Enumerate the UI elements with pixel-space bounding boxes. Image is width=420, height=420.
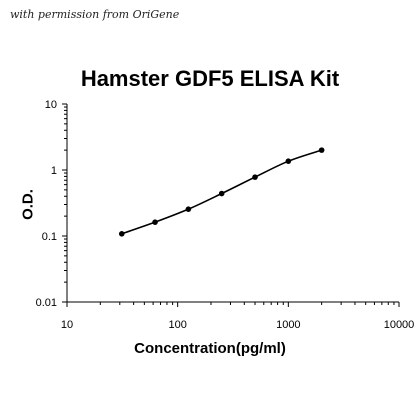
x-tick-label: 100 (168, 319, 186, 331)
data-point (218, 190, 225, 197)
x-tick-label: 10000 (384, 319, 415, 331)
data-point (118, 230, 125, 237)
chart-title: Hamster GDF5 ELISA Kit (80, 66, 340, 91)
y-tick-label: 0.01 (36, 297, 57, 309)
data-point (252, 174, 258, 180)
y-tick-label: 0.1 (42, 231, 57, 243)
watermark-text: with permission from OriGene (10, 8, 180, 21)
x-tick-label: 10 (61, 319, 73, 331)
data-point (185, 206, 192, 212)
data-point (318, 147, 325, 153)
x-tick-label: 1000 (276, 319, 300, 331)
data-point (152, 219, 158, 225)
y-tick-label: 1 (51, 165, 57, 177)
data-point (285, 158, 292, 164)
x-axis-label: Concentration(pg/ml) (134, 340, 286, 357)
y-tick-label: 10 (45, 99, 57, 111)
